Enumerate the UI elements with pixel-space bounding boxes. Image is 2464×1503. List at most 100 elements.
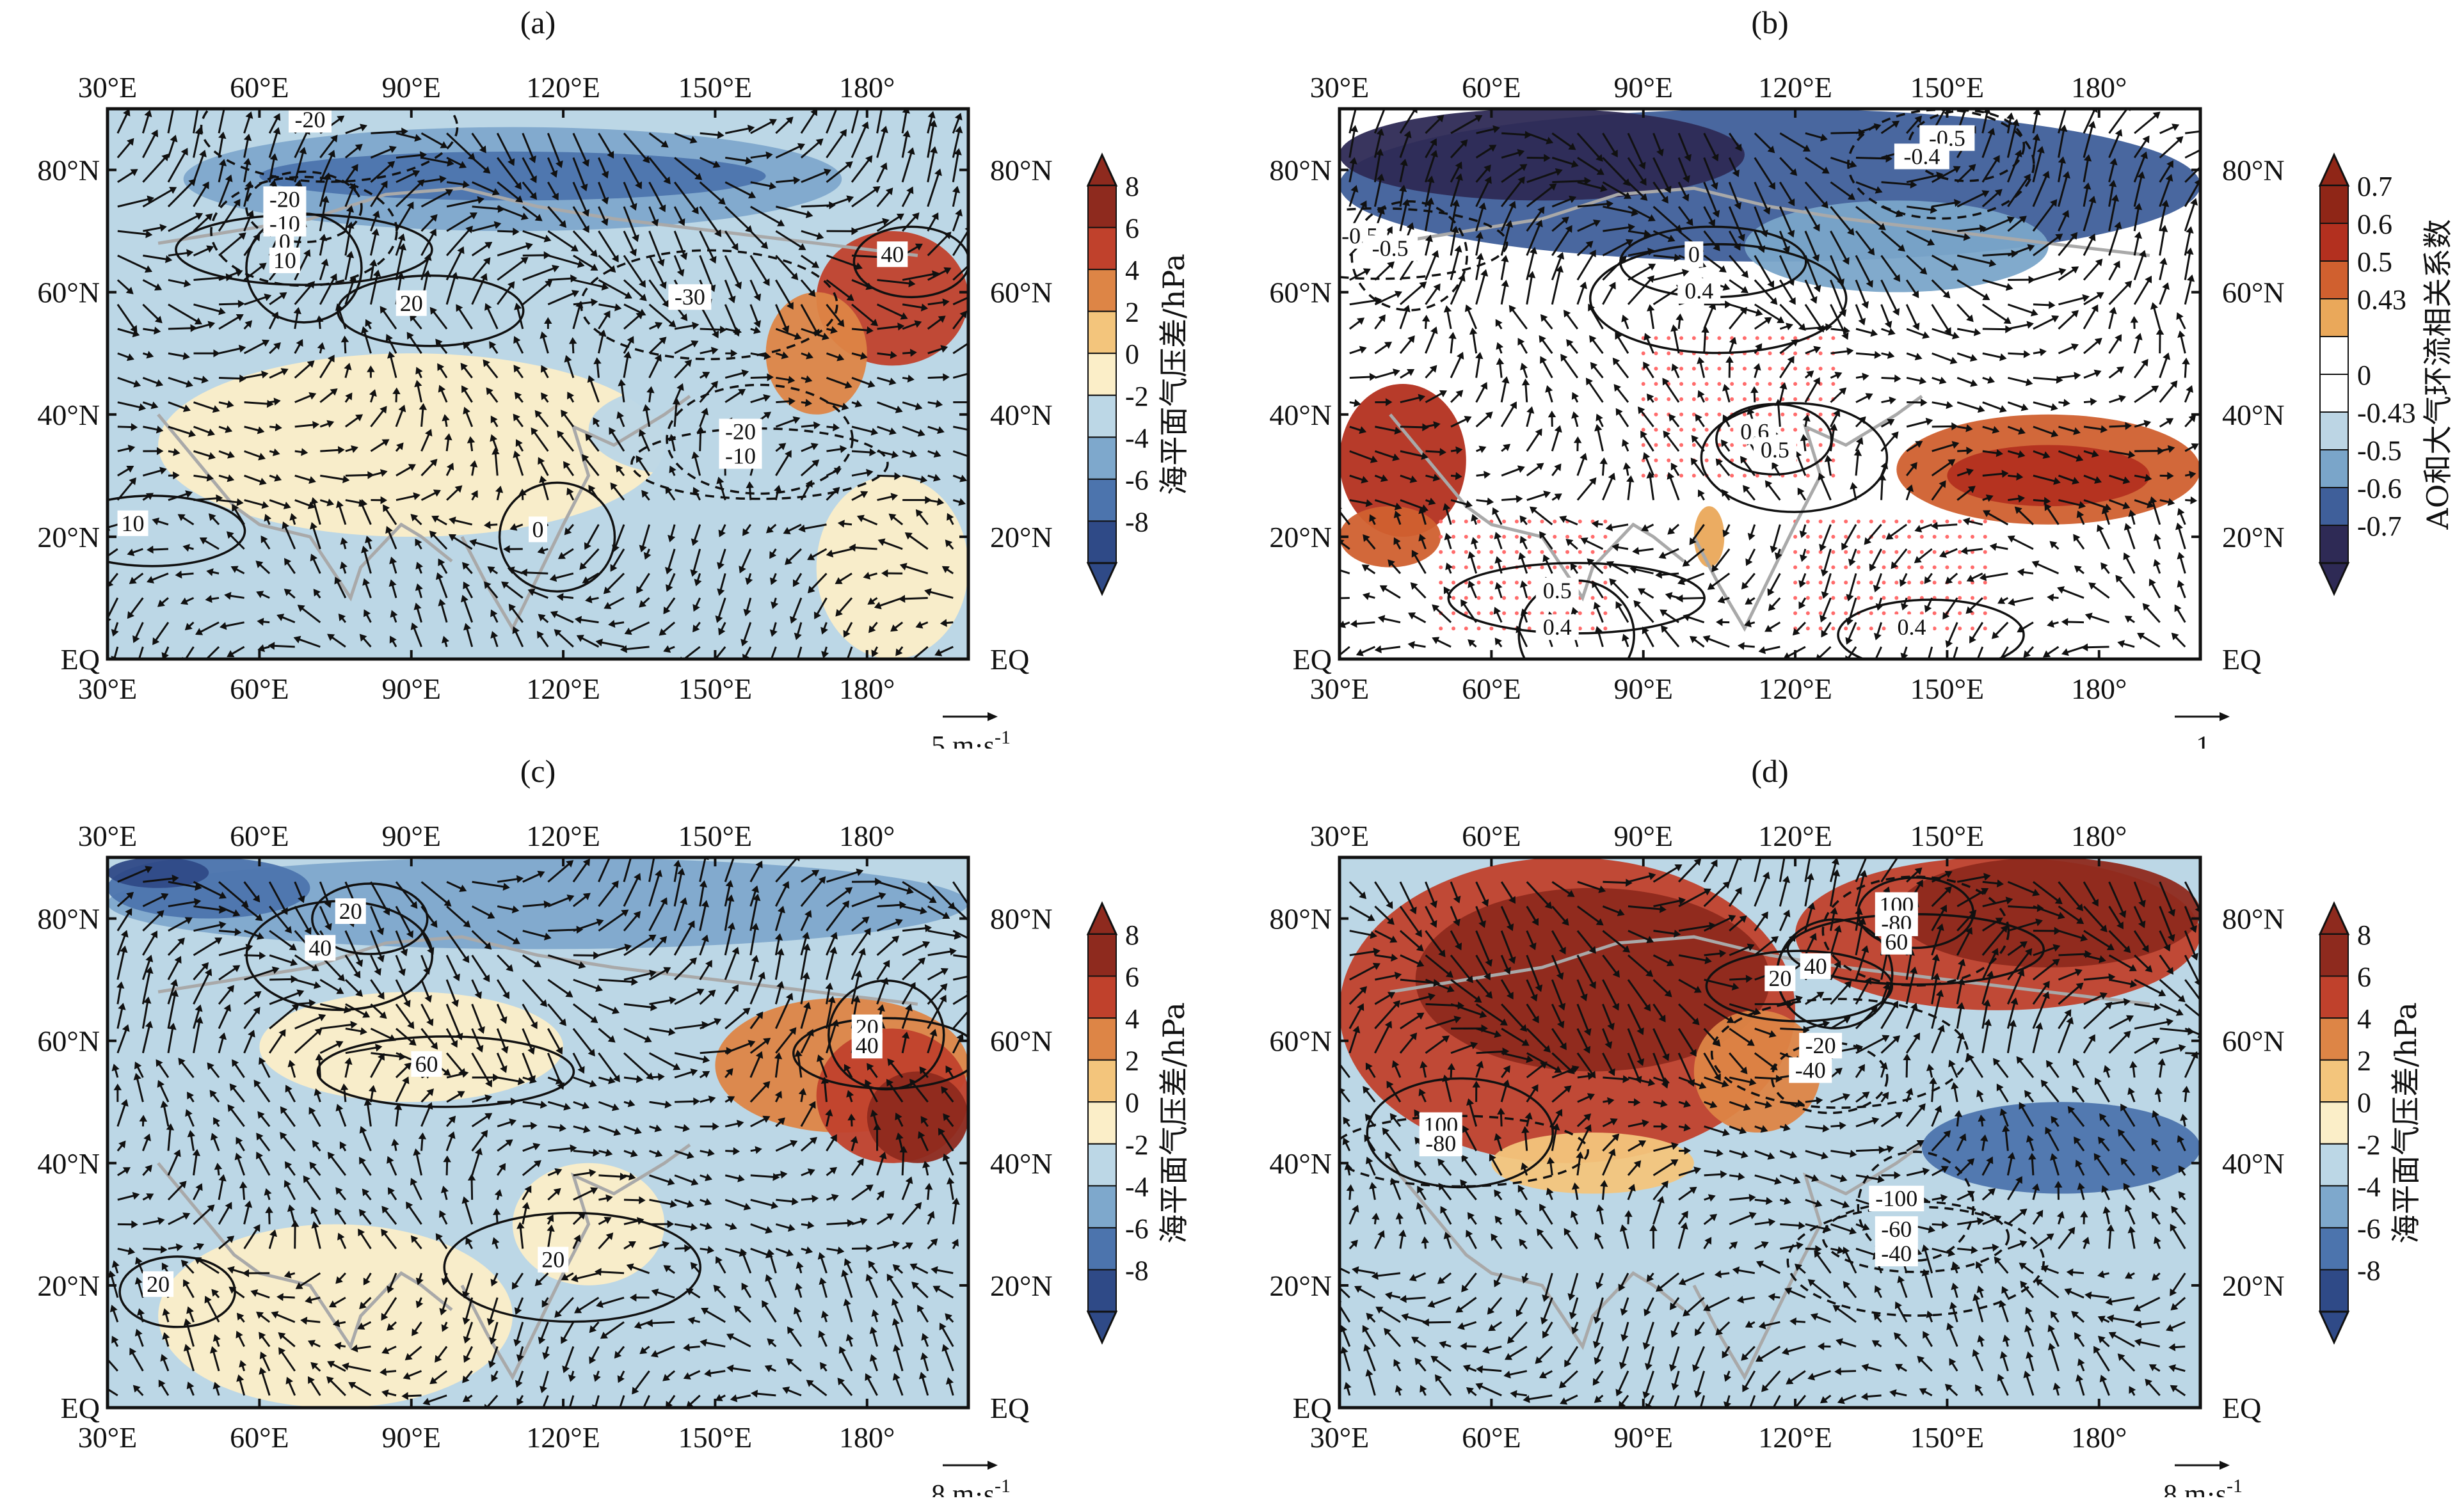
stipple-dot xyxy=(1439,534,1443,539)
wind-arrowhead xyxy=(551,193,559,201)
wind-arrowhead xyxy=(327,354,335,363)
wind-arrowhead xyxy=(161,893,169,901)
wind-arrowhead xyxy=(132,330,140,338)
wind-arrowhead xyxy=(765,1274,773,1282)
wind-arrow xyxy=(1577,157,1604,175)
wind-arrowhead xyxy=(1914,525,1923,533)
colorbar-segment xyxy=(1087,310,1117,354)
wind-arrowhead xyxy=(634,1321,642,1330)
wind-arrow xyxy=(1728,206,1745,241)
wind-arrowhead xyxy=(412,170,420,177)
lon-tick-label-top: 90°E xyxy=(381,71,441,104)
wind-arrowhead xyxy=(577,260,585,268)
wind-arrowhead xyxy=(223,1004,231,1012)
wind-arrow xyxy=(2083,197,2095,232)
wind-arrowhead xyxy=(381,1312,388,1321)
wind-arrowhead xyxy=(1647,275,1654,283)
wind-arrowhead xyxy=(1646,394,1654,402)
wind-arrowhead xyxy=(823,168,831,177)
lon-tick-label-bottom: 30°E xyxy=(78,672,138,705)
wind-arrowhead xyxy=(1359,346,1367,354)
stipple-dot xyxy=(1856,565,1860,569)
colorbar-tick-label: 0.6 xyxy=(2357,209,2392,240)
wind-arrowhead xyxy=(554,1168,563,1176)
wind-arrowhead xyxy=(1565,538,1574,546)
wind-arrowhead xyxy=(889,427,897,435)
wind-arrowhead xyxy=(1885,154,1893,163)
contour-label: 40 xyxy=(881,241,904,267)
wind-arrowhead xyxy=(406,1201,413,1209)
wind-arrowhead xyxy=(710,346,719,355)
wind-arrow xyxy=(1500,202,1516,232)
wind-arrow xyxy=(1830,304,1848,339)
wind-arrowhead xyxy=(577,1066,585,1074)
wind-arrowhead xyxy=(550,610,558,619)
wind-arrowhead xyxy=(1878,473,1887,481)
wind-arrowhead xyxy=(717,131,724,139)
wind-arrowhead xyxy=(387,1156,394,1164)
stipple-dot xyxy=(1932,626,1937,631)
wind-arrowhead xyxy=(440,1186,449,1193)
wind-arrowhead xyxy=(933,473,941,482)
map-field xyxy=(108,857,968,1408)
wind-arrowhead xyxy=(1939,376,1947,385)
wind-arrowhead xyxy=(1841,543,1849,551)
wind-arrowhead xyxy=(1740,286,1748,294)
wind-arrowhead xyxy=(870,427,879,436)
wind-arrowhead xyxy=(629,203,637,211)
wind-arrowhead xyxy=(173,448,180,456)
stipple-dot xyxy=(1553,520,1557,523)
wind-arrowhead xyxy=(343,1005,351,1014)
wind-arrowhead xyxy=(809,1136,817,1145)
wind-arrow xyxy=(673,921,695,956)
wind-arrowhead xyxy=(655,1149,663,1157)
wind-arrowhead xyxy=(2030,308,2038,317)
wind-arrowhead xyxy=(715,615,723,623)
wind-arrowhead xyxy=(1400,159,1408,166)
wind-arrowhead xyxy=(933,450,941,458)
wind-arrowhead xyxy=(1443,586,1451,594)
wind-arrowhead xyxy=(646,386,655,394)
wind-arrowhead xyxy=(381,439,390,447)
wind-arrowhead xyxy=(463,1336,471,1344)
wind-arrow xyxy=(320,1023,356,1030)
wind-arrow xyxy=(1754,157,1775,189)
wind-arrowhead xyxy=(310,553,318,562)
wind-arrowhead xyxy=(310,497,319,505)
stipple-dot xyxy=(1603,596,1608,600)
wind-arrowhead xyxy=(1960,546,1968,555)
wind-arrowhead xyxy=(2153,533,2161,541)
wind-arrowhead xyxy=(1542,554,1550,562)
wind-arrowhead xyxy=(2091,450,2099,458)
stipple-dot xyxy=(1768,351,1772,356)
wind-arrowhead xyxy=(1363,534,1370,542)
wind-arrowhead xyxy=(443,1069,451,1076)
stipple-dot xyxy=(1514,534,1519,539)
wind-arrowhead xyxy=(537,870,545,879)
wind-arrowhead xyxy=(694,173,703,180)
wind-arrowhead xyxy=(692,486,700,495)
wind-arrow xyxy=(1399,109,1417,134)
wind-arrowhead xyxy=(355,414,364,422)
colorbar-segment xyxy=(1087,227,1117,271)
stipple-dot xyxy=(1805,520,1810,523)
stipple-dot xyxy=(1919,565,1924,569)
wind-arrowhead xyxy=(2109,157,2118,166)
wind-arrow xyxy=(395,180,424,207)
wind-arrowhead xyxy=(1433,421,1441,429)
wind-arrowhead xyxy=(803,943,811,951)
wind-arrowhead xyxy=(733,1147,740,1156)
wind-arrowhead xyxy=(218,307,226,315)
wind-arrowhead xyxy=(1953,166,1961,173)
wind-arrow xyxy=(927,232,951,257)
panel-c: 20 40 60 20 40 20 20 30°E 30°E 60°E 60°E 90°E 90°E 12… xyxy=(0,749,1232,1497)
wind-arrowhead xyxy=(282,521,289,530)
stipple-dot xyxy=(1452,520,1456,523)
wind-arrowhead xyxy=(784,450,792,458)
wind-arrowhead xyxy=(204,1296,212,1304)
stipple-dot xyxy=(1882,534,1886,539)
wind-arrowhead xyxy=(209,1090,217,1098)
wind-arrowhead xyxy=(201,962,209,970)
wind-arrowhead xyxy=(1850,482,1858,490)
wind-arrow xyxy=(1526,169,1562,184)
